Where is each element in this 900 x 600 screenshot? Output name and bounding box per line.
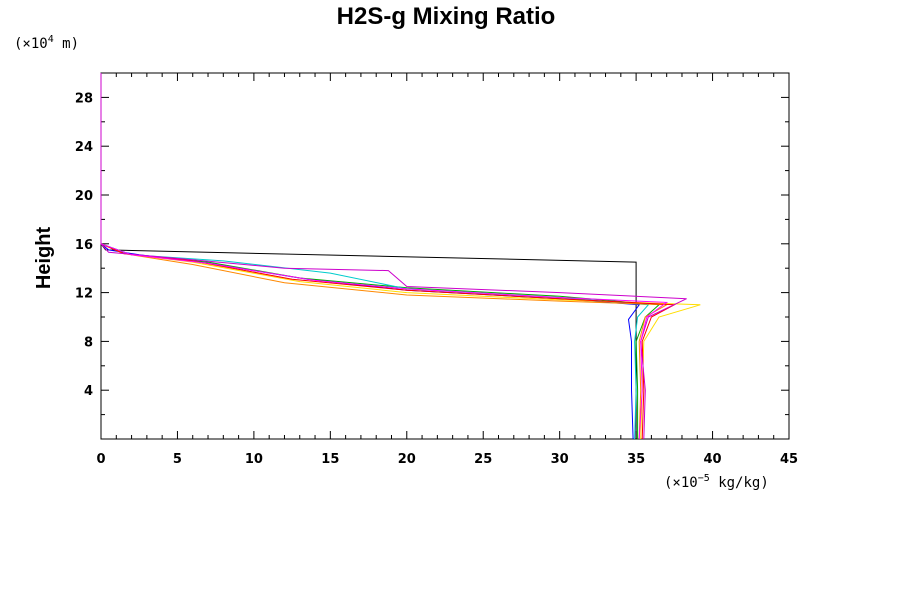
x-tick-label: 20	[398, 452, 416, 467]
series-line	[100, 243, 677, 440]
x-tick-label: 5	[173, 452, 182, 467]
series-line	[100, 243, 701, 440]
chart-title: H2S-g Mixing Ratio	[337, 3, 556, 30]
axis-ticks	[100, 72, 790, 440]
y-tick-label: 20	[75, 189, 93, 204]
series-line	[100, 243, 650, 440]
y-axis-unit: (×104 m)	[14, 34, 79, 52]
x-tick-labels: 0 5 10 15 20 25 30 35 40 45	[96, 452, 798, 467]
series-line	[100, 243, 669, 440]
y-tick-label: 24	[75, 140, 93, 155]
y-tick-label: 12	[75, 287, 93, 302]
x-tick-label: 25	[474, 452, 492, 467]
x-tick-label: 0	[96, 452, 105, 467]
y-tick-label: 8	[84, 335, 93, 350]
y-tick-label: 28	[75, 91, 93, 106]
series-line	[100, 243, 661, 439]
x-axis-unit: (×10−5 kg/kg)	[664, 473, 769, 491]
plot-frame	[100, 72, 790, 440]
x-tick-label: 10	[245, 452, 263, 467]
series-line	[100, 243, 669, 440]
x-tick-label: 40	[704, 452, 722, 467]
x-tick-label: 45	[780, 452, 798, 467]
series-line	[100, 243, 637, 439]
x-tick-label: 30	[551, 452, 569, 467]
y-tick-label: 16	[75, 238, 93, 253]
y-axis-label: Height	[33, 227, 55, 290]
series-line	[100, 243, 641, 440]
series-line	[100, 73, 687, 440]
x-tick-label: 35	[627, 452, 645, 467]
y-tick-labels: 4 8 12 16 20 24 28	[75, 91, 93, 399]
y-tick-label: 4	[84, 384, 93, 399]
x-tick-label: 15	[321, 452, 339, 467]
series-lines	[100, 73, 701, 440]
